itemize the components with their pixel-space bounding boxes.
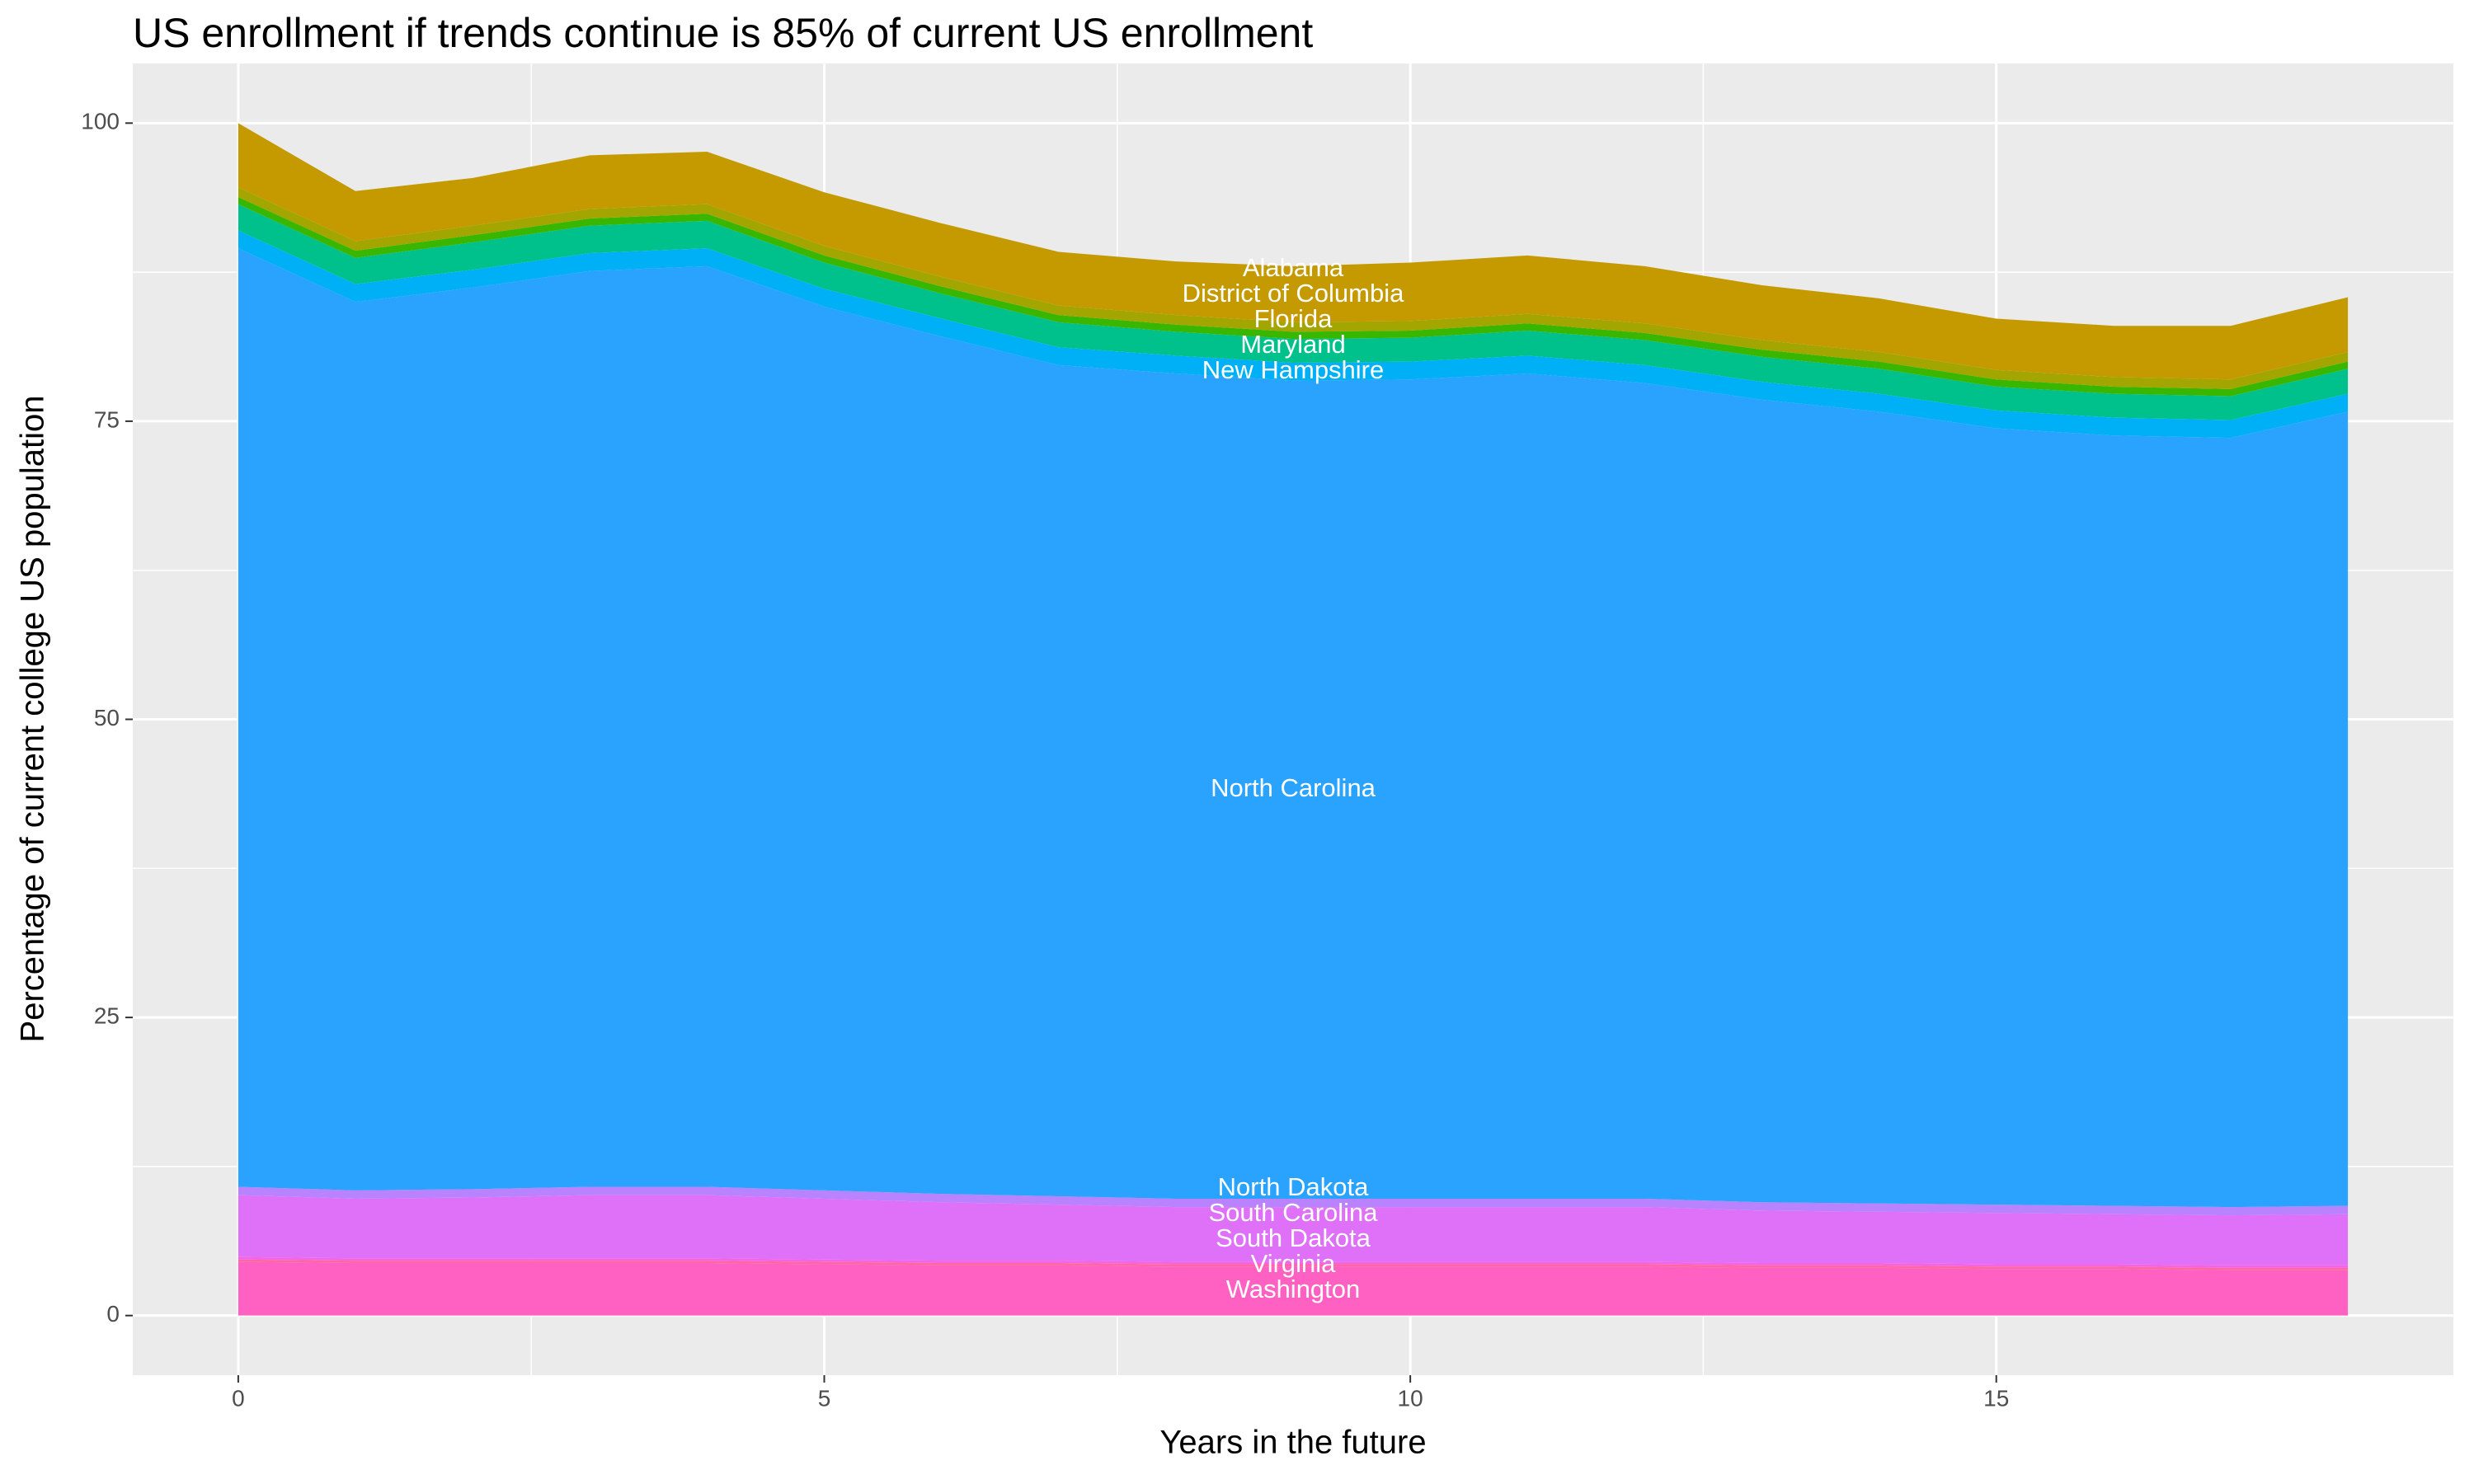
x-tick-label: 10 <box>1398 1385 1423 1411</box>
area-label: New Hampshire <box>1202 355 1385 384</box>
area <box>238 1259 2349 1270</box>
area <box>238 230 2349 439</box>
area-label: North Dakota <box>1218 1172 1369 1201</box>
area <box>238 1261 2349 1316</box>
area-label: Virginia <box>1251 1249 1337 1278</box>
area-label: Alabama <box>1243 253 1344 282</box>
area-label: Florida <box>1254 304 1333 333</box>
x-tick-label: 0 <box>232 1385 245 1411</box>
area <box>238 1195 2349 1266</box>
area <box>238 123 2349 380</box>
area-label: Washington <box>1226 1275 1361 1303</box>
y-axis-title: Percentage of current college US populat… <box>15 396 51 1043</box>
y-tick-label: 0 <box>106 1301 120 1327</box>
y-tick-label: 75 <box>94 406 120 432</box>
x-tick-label: 5 <box>818 1385 831 1411</box>
area <box>238 248 2349 1208</box>
y-tick-label: 100 <box>81 109 120 134</box>
y-tick-label: 25 <box>94 1003 120 1028</box>
y-tick-label: 50 <box>94 705 120 730</box>
area-label: South Dakota <box>1216 1223 1371 1252</box>
x-tick-label: 15 <box>1983 1385 2009 1411</box>
area <box>238 204 2349 420</box>
area <box>238 1256 2349 1268</box>
chart-title: US enrollment if trends continue is 85% … <box>133 10 1313 56</box>
area-label: Maryland <box>1240 330 1346 359</box>
area-label: North Carolina <box>1211 773 1376 802</box>
x-axis-title: Years in the future <box>1159 1425 1426 1461</box>
area-label: District of Columbia <box>1183 279 1404 308</box>
area-label: South Carolina <box>1208 1198 1378 1227</box>
area <box>238 1186 2349 1216</box>
